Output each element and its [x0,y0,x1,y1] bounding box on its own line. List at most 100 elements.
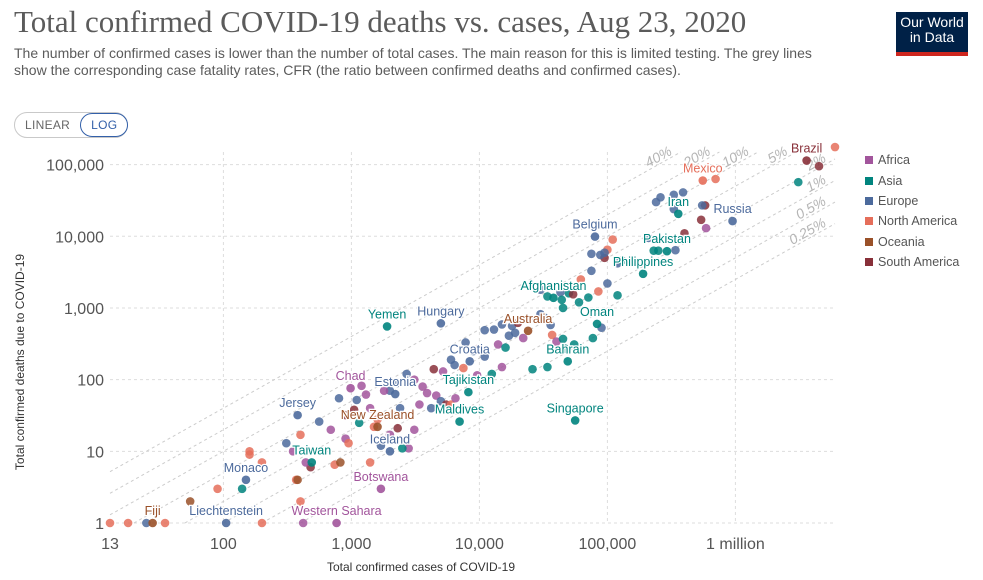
data-point[interactable] [349,405,359,415]
data-point[interactable] [830,142,840,152]
data-point[interactable] [587,266,596,276]
data-point[interactable] [426,403,436,413]
data-point[interactable] [213,484,222,494]
labeled-data-point[interactable] [332,518,341,528]
data-point[interactable] [352,395,362,405]
data-point[interactable] [480,325,490,335]
labeled-data-point[interactable] [698,176,708,185]
data-point[interactable] [336,458,345,467]
labeled-data-point[interactable] [590,232,600,241]
data-point[interactable] [568,290,578,299]
data-point[interactable] [298,518,308,528]
data-point[interactable] [446,400,456,409]
labeled-data-point[interactable] [385,447,395,456]
data-point[interactable] [257,518,267,528]
data-point[interactable] [793,177,803,187]
labeled-data-point[interactable] [346,383,355,393]
labeled-data-point[interactable] [382,322,392,331]
data-point[interactable] [438,367,448,376]
data-point[interactable] [282,438,291,448]
data-point[interactable] [257,458,267,467]
data-point[interactable] [361,390,371,399]
data-point[interactable] [446,355,456,364]
data-point[interactable] [497,320,507,329]
data-point[interactable] [365,403,375,413]
data-point[interactable] [567,282,577,291]
data-point[interactable] [603,279,612,288]
data-point[interactable] [245,450,254,459]
data-point[interactable] [334,393,344,403]
data-point[interactable] [561,344,570,354]
labeled-data-point[interactable] [148,518,157,528]
data-point[interactable] [105,518,115,528]
data-point[interactable] [410,425,419,435]
labeled-data-point[interactable] [221,518,231,528]
data-point[interactable] [617,256,627,265]
data-point[interactable] [237,484,247,494]
data-point[interactable] [395,403,405,413]
data-point[interactable] [393,378,403,388]
data-point[interactable] [613,291,622,300]
labeled-data-point[interactable] [523,326,533,336]
data-point[interactable] [558,303,568,313]
data-point[interactable] [376,441,386,450]
data-point[interactable] [558,334,568,344]
data-point[interactable] [543,362,552,372]
data-point[interactable] [404,444,413,453]
data-point[interactable] [354,418,364,428]
log-scale-button[interactable]: LOG [80,113,129,137]
data-point[interactable] [415,400,424,409]
data-point[interactable] [373,414,382,424]
labeled-data-point[interactable] [307,458,317,467]
data-point[interactable] [365,458,375,467]
labeled-data-point[interactable] [802,156,811,165]
data-point[interactable] [669,190,679,200]
data-point[interactable] [588,333,598,343]
data-point[interactable] [422,388,432,398]
data-point[interactable] [142,518,151,528]
labeled-data-point[interactable] [293,410,302,420]
data-point[interactable] [678,188,688,197]
data-point[interactable] [532,314,541,324]
data-point[interactable] [600,248,609,258]
labeled-data-point[interactable] [241,475,251,485]
data-point[interactable] [696,215,706,225]
data-point[interactable] [487,369,497,379]
data-point[interactable] [314,417,324,426]
data-point[interactable] [680,229,689,238]
labeled-data-point[interactable] [592,319,602,329]
data-point[interactable] [569,340,579,349]
data-point[interactable] [293,475,302,485]
data-point[interactable] [461,338,470,347]
data-point[interactable] [574,297,584,307]
data-point[interactable] [341,410,350,420]
data-point[interactable] [557,295,567,305]
labeled-data-point[interactable] [464,387,473,397]
legend-item[interactable]: Oceania [865,232,959,252]
data-point[interactable] [288,447,298,456]
data-point[interactable] [296,430,305,440]
labeled-data-point[interactable] [673,209,683,219]
labeled-data-point[interactable] [563,357,573,366]
data-point[interactable] [501,343,510,352]
data-point[interactable] [552,337,561,346]
data-point[interactable] [528,364,537,374]
data-point[interactable] [451,393,460,403]
data-point[interactable] [393,423,403,433]
data-point[interactable] [576,275,586,284]
data-point[interactable] [701,223,711,233]
data-point[interactable] [654,246,663,255]
legend-item[interactable]: Africa [865,150,959,170]
data-point[interactable] [123,518,133,528]
legend-item[interactable]: Asia [865,170,959,190]
legend-item[interactable]: North America [865,211,959,231]
data-point[interactable] [431,391,441,400]
data-point[interactable] [402,369,411,379]
data-point[interactable] [587,249,596,259]
labeled-data-point[interactable] [465,357,475,366]
data-point[interactable] [385,430,395,440]
data-point[interactable] [547,330,557,340]
data-point[interactable] [536,285,545,294]
labeled-data-point[interactable] [570,416,580,425]
data-point[interactable] [497,362,507,372]
